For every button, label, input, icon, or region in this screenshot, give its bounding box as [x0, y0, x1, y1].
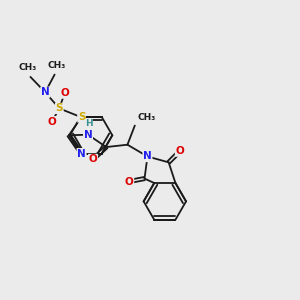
Text: O: O — [176, 146, 184, 156]
Text: O: O — [48, 117, 56, 127]
Text: N: N — [143, 152, 152, 161]
Text: CH₃: CH₃ — [138, 113, 156, 122]
Text: H: H — [85, 119, 92, 128]
Text: CH₃: CH₃ — [48, 61, 66, 70]
Text: N: N — [84, 130, 92, 140]
Text: O: O — [88, 154, 98, 164]
Text: O: O — [60, 88, 69, 98]
Text: N: N — [41, 87, 50, 97]
Text: S: S — [56, 103, 63, 113]
Text: S: S — [78, 112, 85, 122]
Text: N: N — [77, 148, 86, 159]
Text: CH₃: CH₃ — [19, 63, 37, 72]
Text: O: O — [125, 176, 134, 187]
